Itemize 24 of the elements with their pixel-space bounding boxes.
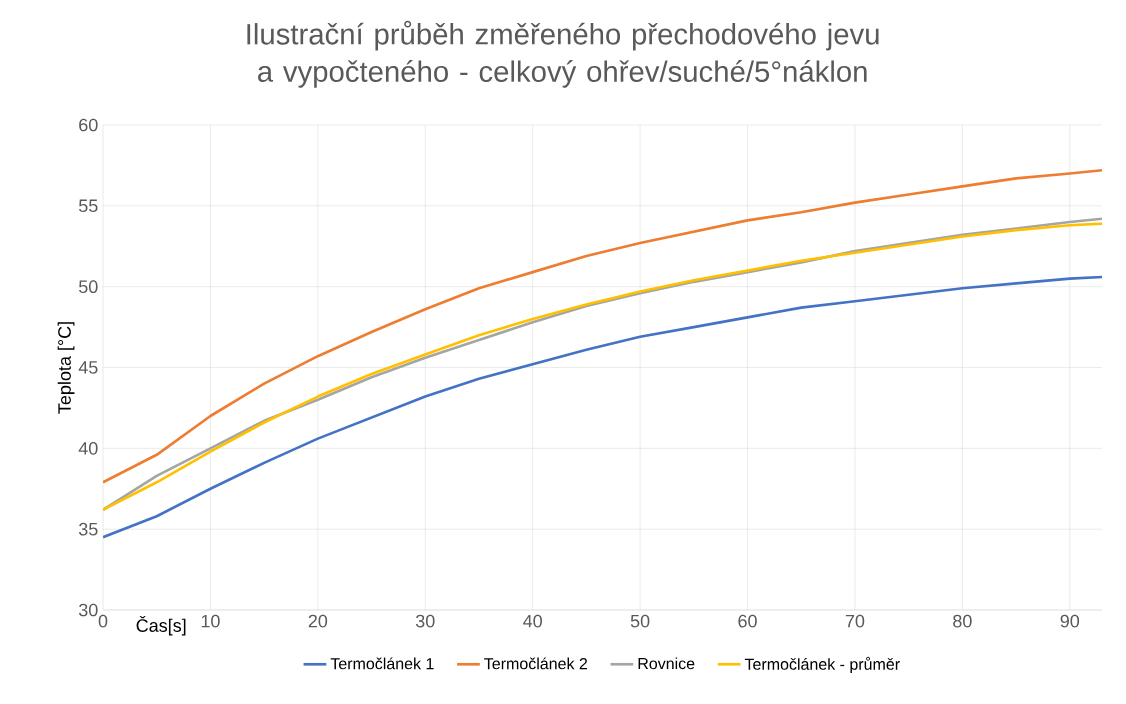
legend-label: Rovnice [638, 657, 695, 670]
legend-label: Termočlánek - průměr [744, 656, 900, 674]
legend-label: Termočlánek 2 [484, 657, 588, 670]
x-tick-label: 50 [630, 614, 650, 628]
y-tick-label: 40 [78, 441, 98, 455]
chart-title: Ilustrační průběh změřeného přechodového jevu a vypočteného - celkový ohřev/suché/5°náklon [247, 20, 879, 88]
x-tick-label: 40 [523, 614, 542, 628]
x-tick-label: 30 [415, 614, 435, 628]
x-axis-title: Čas[s] [136, 616, 186, 636]
x-tick-label: 10 [201, 614, 220, 628]
x-tick-label: 70 [845, 614, 865, 628]
y-tick-label: 35 [78, 522, 98, 536]
x-tick-label: 90 [1060, 614, 1080, 628]
y-tick-label: 30 [78, 603, 98, 617]
x-tick-label: 20 [308, 614, 328, 628]
x-tick-label: 80 [953, 614, 972, 628]
x-tick-label: 60 [738, 614, 757, 628]
y-axis-title: Teplota [°C] [57, 322, 75, 414]
y-tick-label: 55 [78, 199, 98, 213]
y-tick-label: 45 [78, 361, 98, 374]
legend-label: Termočlánek 1 [330, 657, 434, 670]
y-tick-label: 50 [78, 280, 98, 294]
y-tick-label: 60 [79, 118, 98, 132]
x-tick-label: 0 [98, 614, 108, 628]
